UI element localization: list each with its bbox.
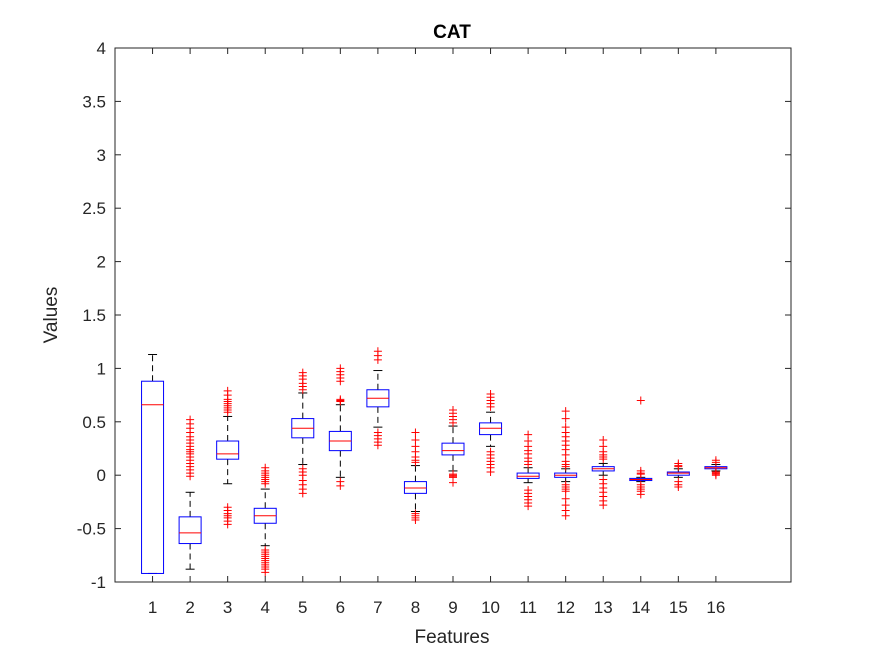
outlier-point: [298, 489, 307, 498]
x-tick-label: 7: [373, 598, 382, 617]
y-tick-label: 0: [97, 466, 106, 485]
y-tick-label: 1: [97, 359, 106, 378]
x-tick-label: 4: [260, 598, 269, 617]
x-tick-label: 16: [706, 598, 725, 617]
box-feature-2: [178, 415, 202, 570]
box-feature-13: [591, 435, 615, 510]
y-tick-label: 3.5: [82, 92, 106, 111]
y-tick-label: 3: [97, 146, 106, 165]
iqr-box: [141, 380, 165, 574]
x-tick-label: 14: [631, 598, 650, 617]
x-tick-label: 9: [448, 598, 457, 617]
outlier-point: [561, 407, 570, 416]
box-feature-3: [216, 386, 240, 529]
outlier-point: [486, 467, 495, 476]
box-feature-1: [141, 354, 165, 574]
y-tick-label: -0.5: [77, 520, 106, 539]
iqr-box: [666, 471, 690, 476]
box-feature-5: [291, 368, 315, 498]
outlier-point: [411, 428, 420, 437]
box-feature-8: [403, 428, 427, 525]
outlier-point: [561, 414, 570, 423]
outlier-point: [674, 462, 683, 471]
y-tick-label: 2: [97, 253, 106, 272]
outlier-point: [336, 377, 345, 386]
outlier-point: [223, 520, 232, 529]
y-tick-label: 2.5: [82, 199, 106, 218]
outlier-point: [561, 511, 570, 520]
x-axis-label: Features: [415, 627, 490, 648]
outlier-point: [261, 479, 270, 488]
outlier-point: [373, 355, 382, 364]
outlier-point: [674, 482, 683, 491]
iqr-box: [178, 516, 202, 545]
outlier-point: [186, 472, 195, 481]
x-tick-label: 13: [594, 598, 613, 617]
outlier-point: [561, 462, 570, 471]
outlier-point: [524, 460, 533, 469]
x-tick-label: 2: [185, 598, 194, 617]
iqr-box: [403, 481, 427, 494]
outlier-point: [599, 501, 608, 510]
outlier-point: [486, 402, 495, 411]
x-tick-label: 6: [336, 598, 345, 617]
y-tick-label: 4: [97, 39, 106, 58]
box-feature-14: [629, 396, 653, 499]
outlier-point: [636, 490, 645, 499]
outlier-point: [449, 478, 457, 487]
outlier-point: [449, 418, 457, 427]
outlier-point: [711, 471, 720, 480]
outlier-point: [336, 397, 345, 406]
outlier-point: [298, 385, 307, 394]
box-feature-15: [666, 459, 690, 491]
outlier-point: [411, 516, 420, 525]
iqr-box: [441, 442, 465, 456]
box-feature-16: [704, 456, 728, 480]
x-tick-label: 10: [481, 598, 500, 617]
outlier-point: [411, 458, 420, 467]
chart-title: CAT: [433, 22, 471, 43]
box-feature-10: [479, 390, 503, 476]
outlier-point: [636, 470, 645, 479]
box-feature-6: [328, 364, 352, 490]
outlier-point: [636, 396, 645, 405]
x-tick-label: 1: [148, 598, 157, 617]
axes-frame: [114, 47, 792, 583]
outlier-point: [561, 487, 570, 496]
x-tick-label: 5: [298, 598, 307, 617]
y-axis-label: Values: [41, 287, 62, 344]
box-feature-9: [441, 406, 465, 487]
x-tick-label: 15: [669, 598, 688, 617]
outlier-point: [373, 441, 382, 450]
x-tick-label: 12: [556, 598, 575, 617]
x-tick-label: 11: [519, 598, 537, 617]
iqr-box: [516, 472, 540, 479]
x-tick-label: 8: [411, 598, 420, 617]
axes: -1-0.500.511.522.533.541 2 3 4 5 6 7 8 9 10 11 12 13…: [77, 39, 791, 617]
box-feature-12: [554, 407, 578, 520]
outlier-point: [336, 481, 345, 490]
outlier-point: [711, 458, 720, 467]
iqr-box: [216, 440, 240, 460]
box-feature-4: [253, 463, 277, 577]
box-feature-7: [366, 347, 390, 450]
plot-area: [141, 347, 728, 577]
iqr-box: [479, 422, 503, 436]
y-tick-label: 0.5: [82, 413, 106, 432]
outlier-point: [524, 502, 533, 511]
outlier-point: [223, 408, 232, 417]
y-tick-label: 1.5: [82, 306, 106, 325]
y-tick-label: -1: [91, 573, 106, 592]
outlier-point: [599, 455, 608, 464]
outlier-point: [261, 568, 270, 577]
box-feature-11: [516, 430, 540, 511]
x-tick-label: 3: [223, 598, 232, 617]
